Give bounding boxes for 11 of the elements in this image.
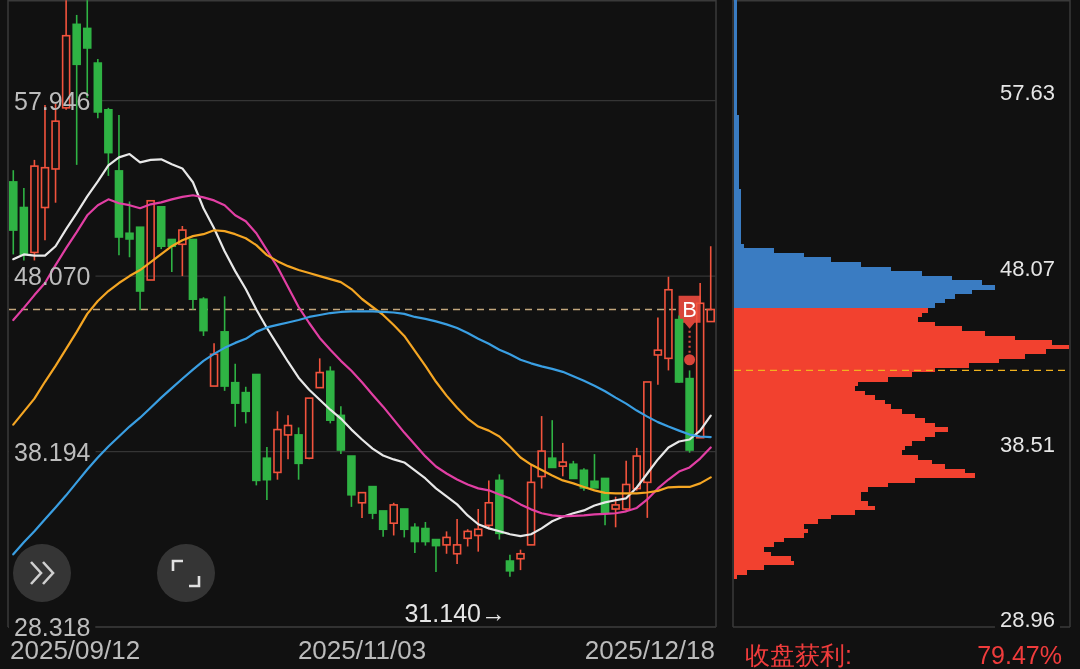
text: 2025/12/18: [584, 635, 715, 665]
y-tick-label: 28.96: [999, 607, 1055, 633]
y-tick-label: 57.63: [999, 80, 1055, 106]
y-tick-label: 38.194: [14, 437, 91, 466]
y-tick-label: 48.07: [999, 256, 1055, 282]
text: 2025/11/03: [297, 635, 427, 665]
text: 79.47%: [977, 641, 1062, 669]
annotation: 31.140→: [404, 598, 506, 627]
text: 收盘获利:: [745, 641, 852, 669]
data-label: B: [682, 297, 697, 323]
y-tick-label: 38.51: [999, 431, 1055, 457]
